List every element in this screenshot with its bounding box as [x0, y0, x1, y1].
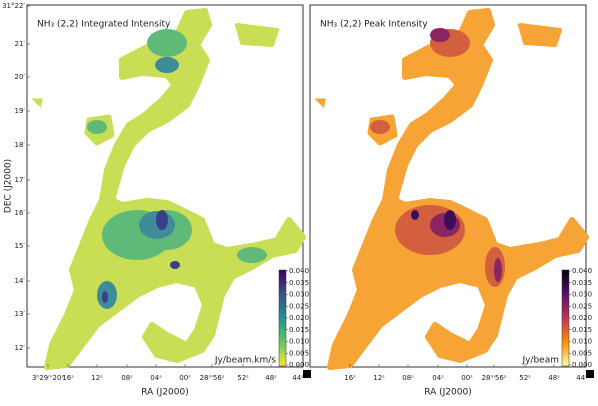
- colorbar-tick-label: 0.025: [289, 302, 309, 310]
- y-tick-label: 15′: [15, 242, 26, 250]
- x-tick-label: 04ˢ: [150, 374, 162, 382]
- x-tick-label: 52ˢ: [237, 374, 249, 382]
- x-tick-label: 04ˢ: [432, 374, 444, 382]
- colorbar: [278, 269, 287, 367]
- colorbar-tick-label: 0.035: [289, 279, 309, 287]
- colorbar-tick-label: 0.030: [572, 291, 592, 299]
- colorbar-tick-label: 0.020: [572, 314, 592, 322]
- intensity-map: [35, 11, 303, 367]
- beam-box: [586, 370, 594, 378]
- x-tick-label: 44ˢ: [292, 374, 304, 382]
- x-tick-label: 3ʰ29ᵐ20ˢ: [32, 374, 64, 382]
- x-tick-label: 52ˢ: [519, 374, 531, 382]
- colorbar-tick-label: 0.015: [289, 326, 309, 334]
- x-axis-label: RA (J2000): [424, 388, 472, 398]
- colorbar-unit: Jy/beam: [521, 356, 559, 366]
- x-tick-label: 28ᵐ56ˢ: [200, 374, 225, 382]
- y-tick-label: 21′: [15, 40, 26, 48]
- x-tick-label: 00ˢ: [461, 374, 473, 382]
- x-tick-label: 44ˢ: [576, 374, 588, 382]
- panel-title: NH₃ (2,2) Peak Intensity: [320, 20, 428, 30]
- x-tick-label: 48ˢ: [265, 374, 277, 382]
- beam-box: [303, 370, 311, 378]
- x-tick-label: 16ˢ: [344, 374, 356, 382]
- colorbar-tick-label: 0.010: [572, 338, 592, 346]
- colorbar-tick-label: 0.015: [572, 326, 592, 334]
- colorbar-tick-label: 0.005: [572, 349, 592, 357]
- colorbar-tick-label: 0.010: [289, 338, 309, 346]
- colorbar-tick-label: 0.030: [289, 291, 309, 299]
- y-tick-label: 17′: [15, 176, 26, 184]
- y-tick-label: 19′: [15, 107, 26, 115]
- colorbar-tick-label: 0.040: [572, 267, 592, 275]
- x-tick-label: 08ˢ: [402, 374, 414, 382]
- colorbar-tick-label: 0.035: [572, 279, 592, 287]
- intensity-map: [318, 11, 586, 367]
- colorbar: [561, 269, 570, 367]
- y-tick-label: 16′: [15, 209, 26, 217]
- x-tick-label: 00ˢ: [179, 374, 191, 382]
- colorbar-tick-label: 0.000: [289, 361, 309, 369]
- colorbar-tick-label: 0.040: [289, 267, 309, 275]
- y-tick-label: 20′: [15, 73, 26, 81]
- y-tick-label: 31°22′: [2, 2, 25, 10]
- x-tick-label: 28ᵐ56ˢ: [482, 374, 507, 382]
- y-axis-label: DEC (J2000): [4, 159, 14, 213]
- x-tick-label: 48ˢ: [548, 374, 560, 382]
- y-tick-label: 13′: [15, 310, 26, 318]
- colorbar-tick-label: 0.005: [289, 349, 309, 357]
- y-tick-label: 12′: [15, 344, 26, 352]
- y-tick-label: 14′: [15, 277, 26, 285]
- colorbar-unit: Jy/beam.km/s: [214, 356, 276, 366]
- x-tick-label: 12ˢ: [373, 374, 385, 382]
- y-tick-label: 18′: [15, 141, 26, 149]
- x-axis-label: RA (J2000): [141, 388, 189, 398]
- x-tick-label: 16ˢ: [62, 374, 74, 382]
- panel-title: NH₃ (2,2) Integrated Intensity: [37, 20, 171, 30]
- colorbar-tick-label: 0.025: [572, 302, 592, 310]
- x-tick-label: 12ˢ: [91, 374, 103, 382]
- x-tick-label: 08ˢ: [121, 374, 133, 382]
- colorbar-tick-label: 0.020: [289, 314, 309, 322]
